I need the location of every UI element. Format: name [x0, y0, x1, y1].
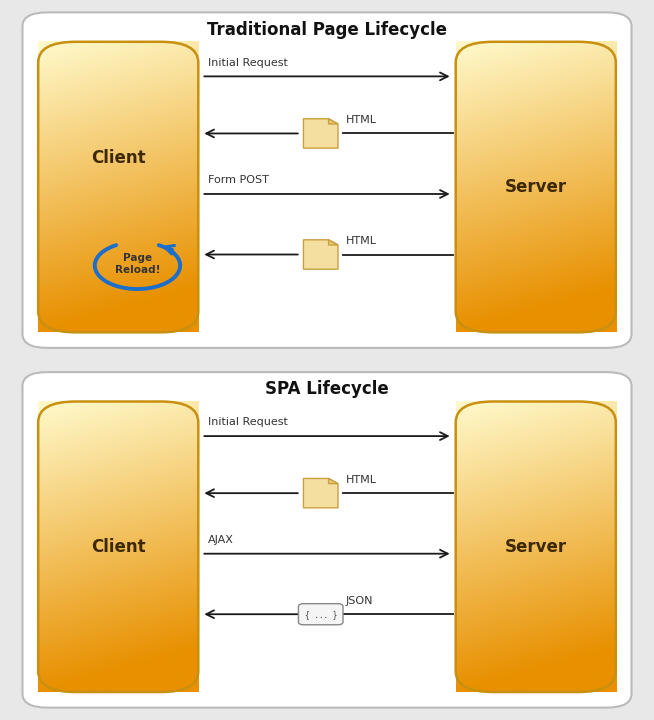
FancyBboxPatch shape — [22, 372, 632, 708]
Text: Initial Request: Initial Request — [208, 58, 288, 68]
Text: JSON: JSON — [346, 595, 373, 606]
FancyBboxPatch shape — [298, 603, 343, 625]
Text: HTML: HTML — [346, 114, 377, 125]
Polygon shape — [303, 240, 338, 269]
Text: SPA Lifecycle: SPA Lifecycle — [265, 380, 389, 398]
Polygon shape — [303, 119, 338, 148]
Text: HTML: HTML — [346, 474, 377, 485]
Text: Server: Server — [505, 178, 567, 196]
Text: { ... }: { ... } — [305, 610, 337, 618]
FancyBboxPatch shape — [22, 12, 632, 348]
Text: Client: Client — [91, 538, 146, 556]
Polygon shape — [328, 119, 338, 124]
Polygon shape — [303, 479, 338, 508]
Text: Form POST: Form POST — [208, 176, 269, 185]
Text: Page
Reload!: Page Reload! — [114, 253, 160, 274]
Text: Initial Request: Initial Request — [208, 418, 288, 428]
Text: Traditional Page Lifecycle: Traditional Page Lifecycle — [207, 21, 447, 39]
Text: AJAX: AJAX — [208, 535, 233, 545]
Text: Client: Client — [91, 149, 146, 167]
Text: Server: Server — [505, 538, 567, 556]
Polygon shape — [328, 240, 338, 245]
Text: HTML: HTML — [346, 236, 377, 246]
Polygon shape — [328, 479, 338, 484]
